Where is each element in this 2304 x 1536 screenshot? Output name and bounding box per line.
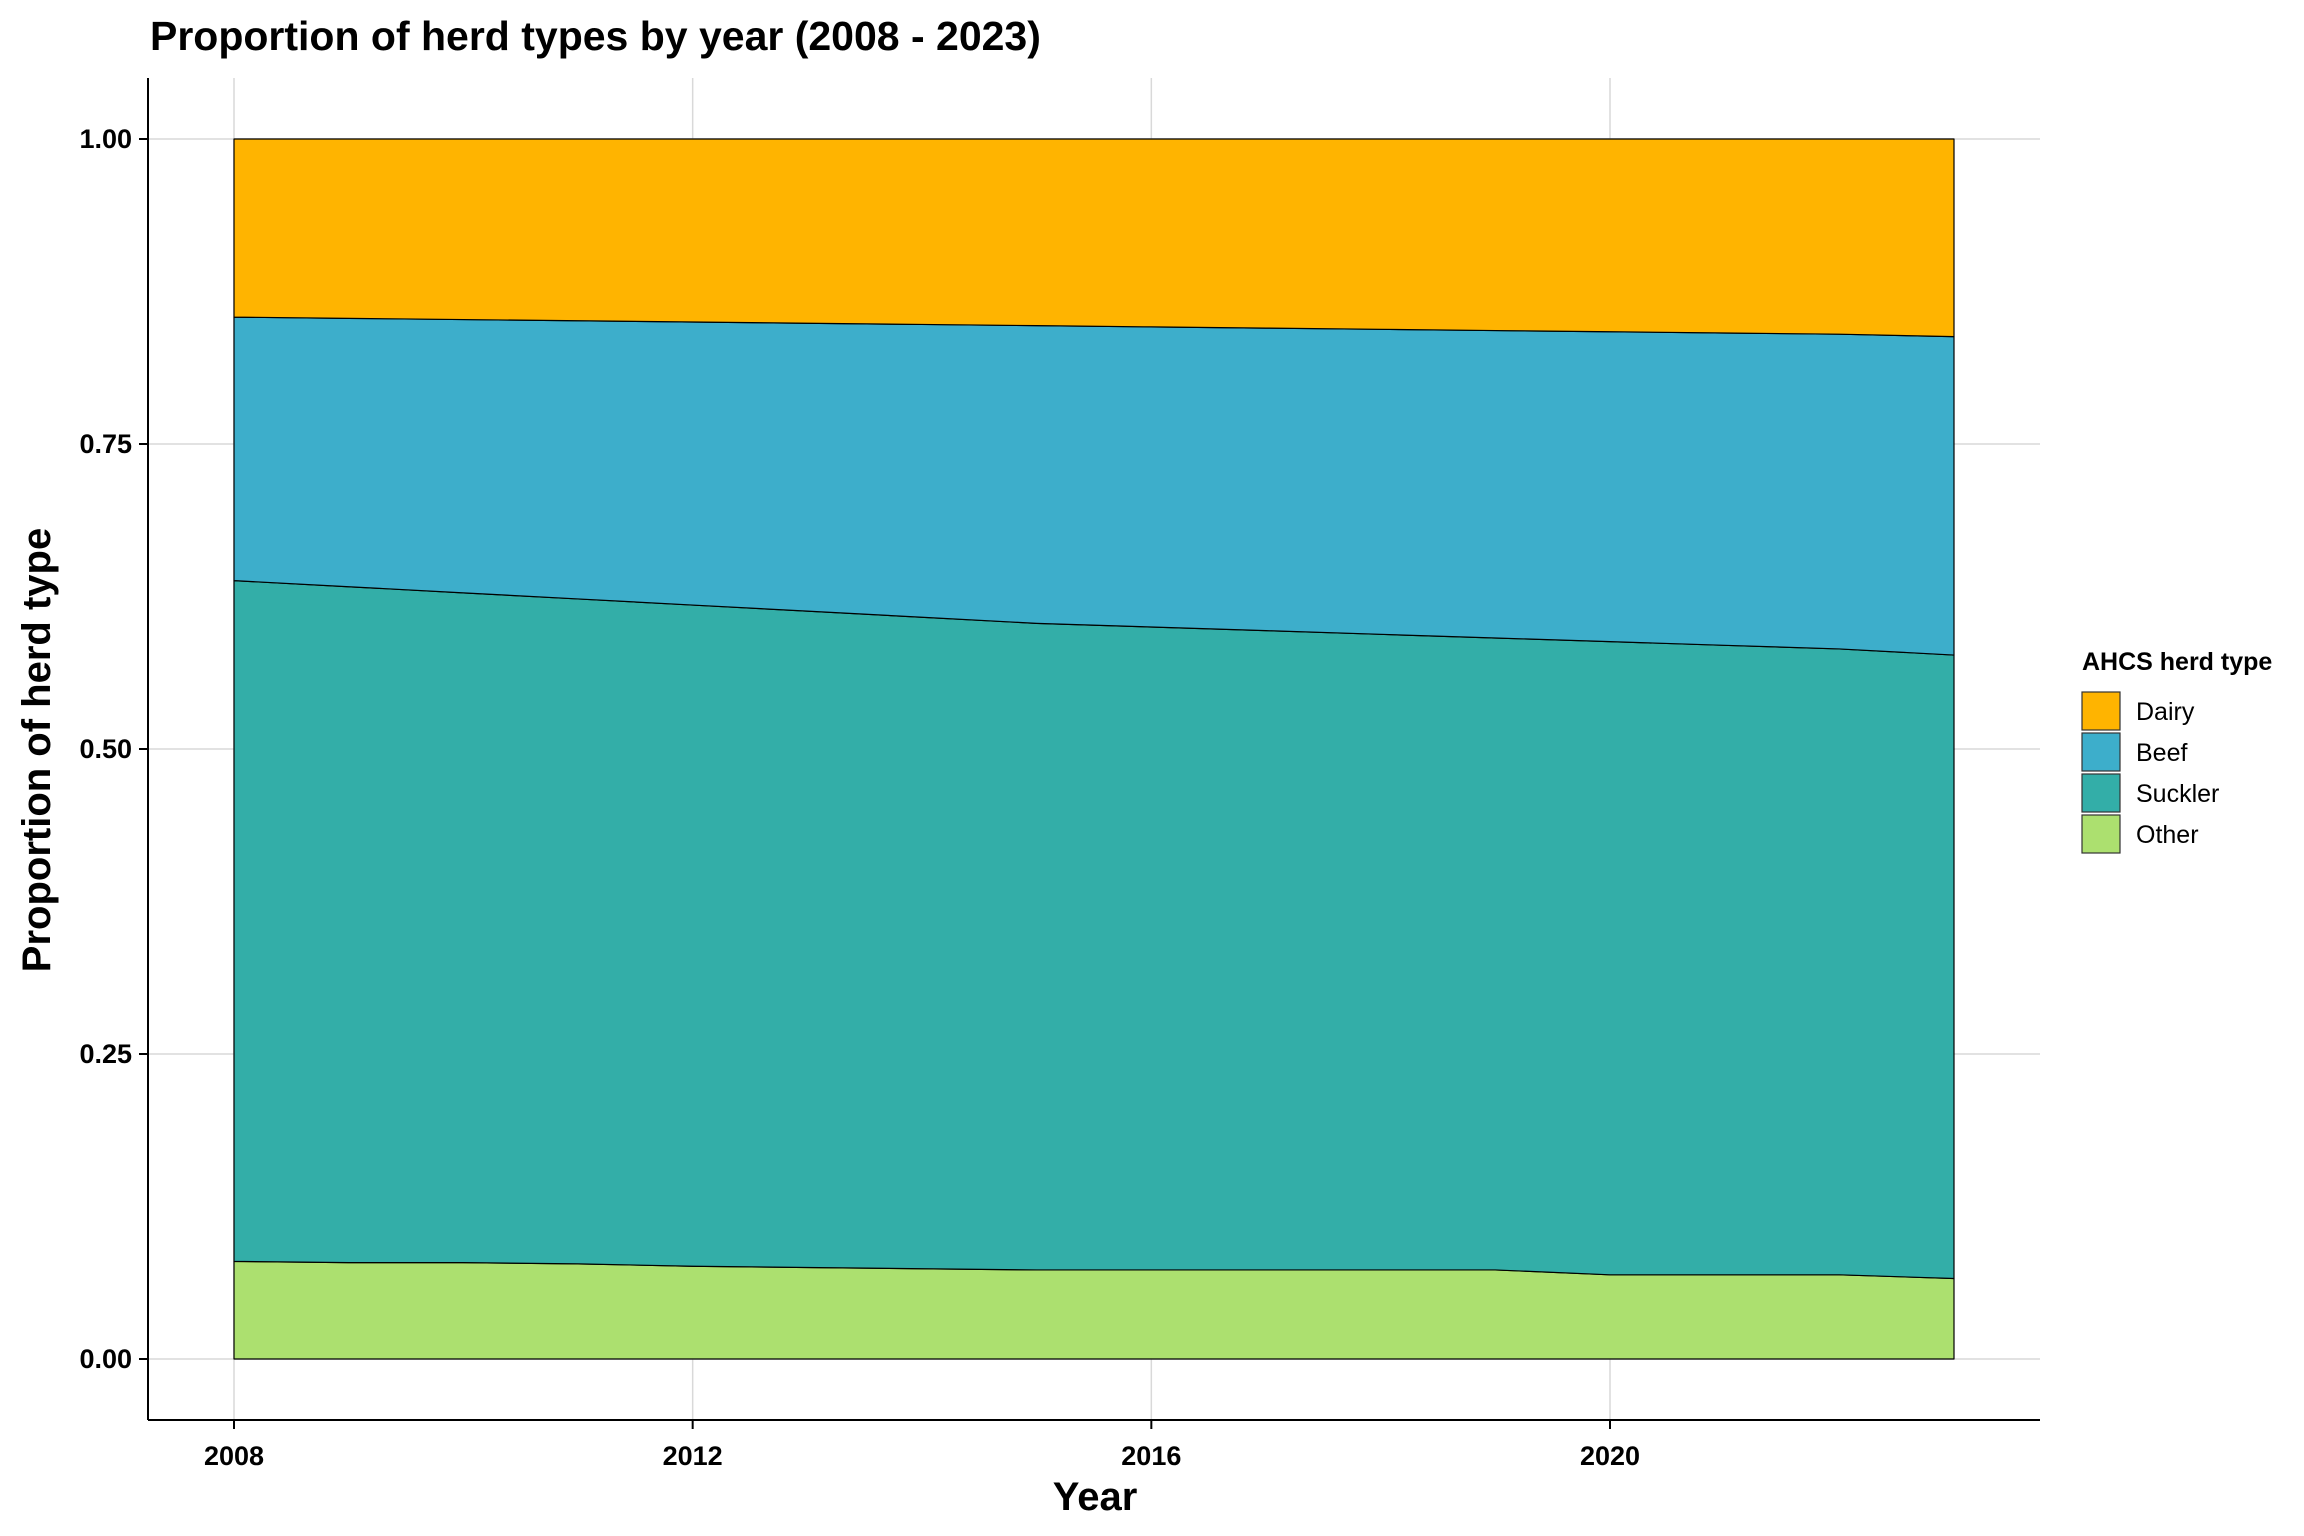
chart-title: Proportion of herd types by year (2008 -… xyxy=(150,13,1041,59)
y-tick-label: 0.50 xyxy=(79,734,132,764)
x-axis-title: Year xyxy=(1053,1475,1138,1519)
y-tick-label: 0.75 xyxy=(79,429,132,459)
legend-label-other: Other xyxy=(2136,821,2199,849)
area-suckler xyxy=(233,580,1955,1280)
area-dairy xyxy=(233,138,1955,338)
legend-swatch-suckler xyxy=(2081,773,2121,813)
legend-swatch-beef xyxy=(2081,732,2121,772)
legend-label-suckler: Suckler xyxy=(2136,780,2219,808)
legend-swatch-dairy xyxy=(2081,691,2121,731)
axis-layer: 0.00 0.25 0.50 0.75 1.00 2008 2012 2016 2020 xyxy=(79,78,2040,1471)
area-other xyxy=(233,1260,1955,1360)
y-tick-label: 1.00 xyxy=(79,124,132,154)
y-tick-label: 0.25 xyxy=(79,1039,132,1069)
y-tick-label: 0.00 xyxy=(79,1344,132,1374)
legend: AHCS herd type Dairy Beef Suckler Other xyxy=(2081,648,2272,854)
legend-title: AHCS herd type xyxy=(2082,648,2272,676)
x-tick-label: 2008 xyxy=(204,1441,264,1471)
y-axis-title: Proportion of herd type xyxy=(15,528,59,972)
legend-swatch-other xyxy=(2081,814,2121,854)
area-layer xyxy=(233,138,1955,1360)
x-tick-label: 2016 xyxy=(1121,1441,1181,1471)
legend-label-beef: Beef xyxy=(2136,739,2187,767)
legend-label-dairy: Dairy xyxy=(2136,698,2195,726)
x-tick-label: 2012 xyxy=(663,1441,723,1471)
x-tick-label: 2020 xyxy=(1580,1441,1640,1471)
